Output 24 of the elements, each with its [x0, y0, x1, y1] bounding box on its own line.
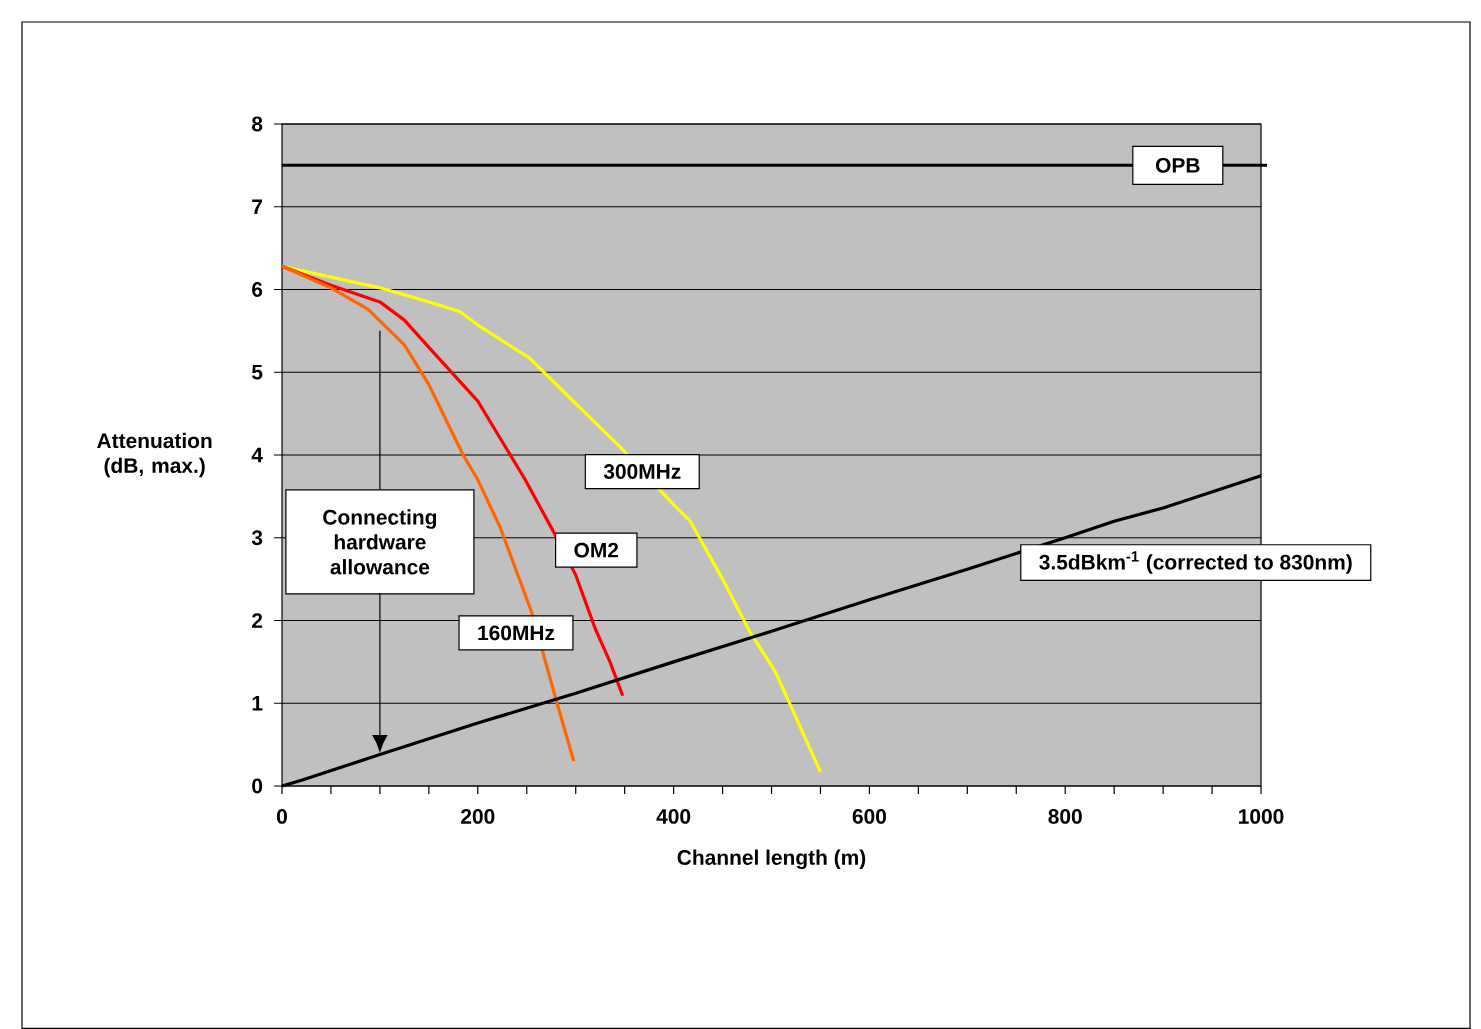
series-label: 300MHz	[603, 464, 681, 479]
line-series	[280, 264, 576, 763]
x-tick-label: 0	[277, 809, 287, 824]
series-label: OM2	[574, 542, 619, 558]
y-tick-label: 5	[251, 364, 263, 380]
annotation: Connecting hardware allowance	[323, 509, 437, 575]
y-tick-label: 3	[251, 530, 263, 546]
y-tick-label: 4	[251, 447, 263, 463]
x-tick-label: 1000	[1239, 809, 1284, 824]
x-tick-label: 400	[656, 809, 691, 824]
ref-line-label: OPB	[1155, 157, 1200, 173]
x-tick-label: 200	[461, 809, 495, 824]
y-tick-label: 2	[252, 613, 263, 628]
y-tick-label: 6	[252, 282, 263, 297]
y-axis-title: Attenuation (dB, max.)	[97, 432, 212, 478]
series-label: 160MHz	[478, 625, 555, 641]
x-tick-label: 600	[852, 809, 887, 824]
x-tick-label: 800	[1048, 809, 1082, 824]
y-tick-label: 1	[252, 696, 263, 711]
y-tick-label: 0	[252, 778, 263, 794]
y-tick-label: 8	[251, 116, 263, 132]
x-axis-title: Channel length (m)	[677, 849, 866, 870]
series-label: 3.5dBkm$^{-1}$ (corrected to 830nm)	[1039, 551, 1352, 574]
y-tick-label: 7	[252, 199, 263, 214]
